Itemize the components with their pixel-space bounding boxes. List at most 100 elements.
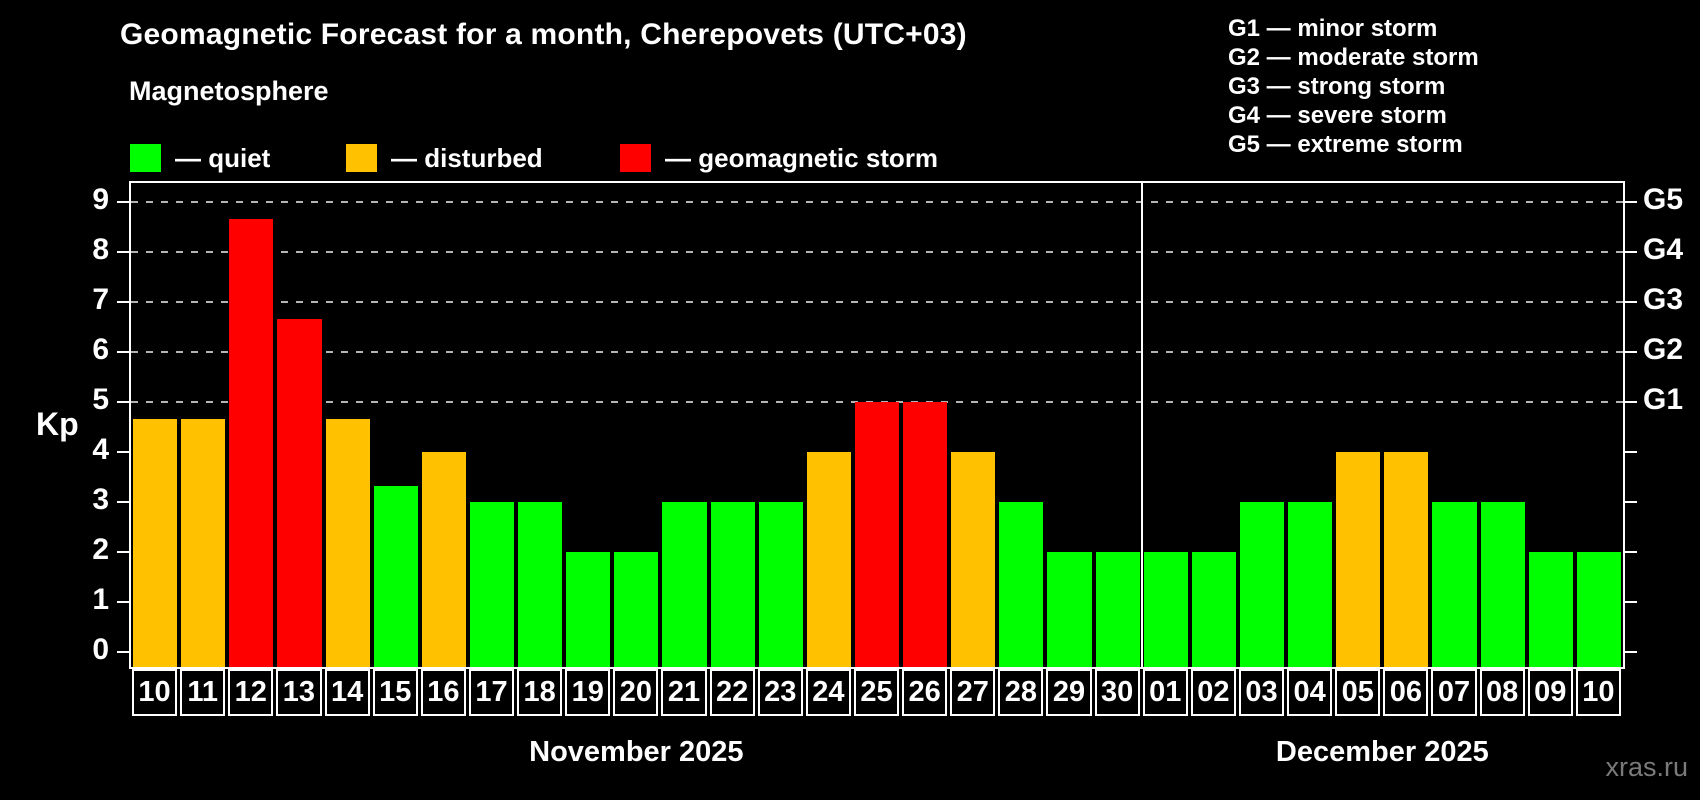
right-axis-tick-9: [1623, 201, 1637, 203]
left-axis-tick-6: [117, 351, 131, 353]
right-axis-tick-3: [1623, 501, 1637, 503]
plot-area: [129, 181, 1625, 669]
legend-label-disturbed: — disturbed: [391, 142, 543, 173]
kp-bar-nov-19: [566, 552, 611, 667]
kp-bar-nov-22: [710, 502, 755, 667]
kp-bar-dec-07: [1432, 502, 1477, 667]
g-legend-item-g1: G1 — minor storm: [1228, 15, 1438, 42]
y-axis-label-6: 6: [92, 333, 109, 366]
quiet-swatch-icon: [130, 144, 161, 172]
y-axis-label-1: 1: [92, 583, 109, 616]
legend-item-disturbed: — disturbed: [346, 143, 543, 173]
kp-bar-nov-17: [469, 502, 515, 667]
day-label-dec-05: 05: [1335, 669, 1381, 716]
day-label-nov-10: 10: [132, 669, 178, 716]
left-axis-tick-3: [117, 501, 131, 503]
day-label-nov-16: 16: [420, 669, 466, 716]
month-separator-line: [1140, 183, 1143, 667]
left-axis-tick-8: [117, 251, 131, 253]
left-axis-tick-9: [117, 201, 131, 203]
legend-label-storm: — geomagnetic storm: [665, 142, 939, 173]
kp-bar-nov-25: [854, 402, 900, 667]
g-legend-item-g5: G5 — extreme storm: [1228, 131, 1463, 158]
kp-bar-nov-12: [229, 218, 274, 667]
kp-bar-nov-18: [518, 502, 563, 667]
y-axis-label-5: 5: [92, 383, 109, 416]
kp-bar-nov-21: [662, 502, 707, 667]
day-label-dec-10: 10: [1575, 669, 1621, 716]
kp-bar-nov-15: [373, 485, 418, 667]
kp-bar-dec-09: [1528, 552, 1573, 667]
right-axis-tick-1: [1623, 601, 1637, 603]
day-label-nov-15: 15: [372, 669, 418, 716]
day-label-nov-18: 18: [517, 669, 563, 716]
day-label-dec-02: 02: [1190, 669, 1236, 716]
kp-bar-nov-30: [1095, 552, 1140, 667]
chart-title: Geomagnetic Forecast for a month, Cherep…: [120, 18, 967, 51]
day-label-nov-25: 25: [853, 669, 900, 716]
g-legend-item-g4: G4 — severe storm: [1228, 102, 1447, 129]
day-label-dec-07: 07: [1431, 669, 1477, 716]
g-legend-item-g3: G3 — strong storm: [1228, 73, 1446, 100]
day-label-nov-30: 30: [1094, 669, 1140, 716]
kp-bar-dec-02: [1191, 552, 1236, 667]
g-scale-label-g5: G5: [1643, 183, 1684, 216]
day-label-dec-08: 08: [1479, 669, 1525, 716]
kp-bar-nov-16: [421, 452, 466, 667]
right-axis-tick-7: [1623, 301, 1637, 303]
day-label-nov-13: 13: [276, 669, 322, 716]
y-axis-label-2: 2: [92, 533, 109, 566]
day-label-dec-01: 01: [1142, 669, 1188, 716]
day-label-nov-17: 17: [468, 669, 515, 716]
legend-label-quiet: — quiet: [175, 142, 271, 173]
day-label-nov-12: 12: [228, 669, 274, 716]
month-label-november: November 2025: [529, 736, 744, 768]
kp-bar-dec-01: [1143, 552, 1188, 667]
kp-bar-nov-29: [1047, 552, 1092, 667]
y-axis-title: Kp: [36, 406, 79, 442]
kp-bar-nov-14: [325, 418, 370, 667]
day-label-nov-27: 27: [950, 669, 996, 716]
day-label-nov-20: 20: [613, 669, 659, 716]
kp-bar-nov-26: [903, 402, 948, 667]
legend-item-quiet: — quiet: [130, 143, 270, 173]
right-axis-tick-4: [1623, 451, 1637, 453]
g-scale-label-g2: G2: [1643, 333, 1684, 366]
day-label-nov-22: 22: [709, 669, 755, 716]
storm-swatch-icon: [620, 144, 651, 172]
g-scale-legend: G1 — minor storm G2 — moderate storm G3 …: [1228, 14, 1479, 159]
day-label-nov-29: 29: [1046, 669, 1092, 716]
day-label-nov-21: 21: [661, 669, 707, 716]
y-axis-label-3: 3: [92, 483, 109, 516]
gridline-kp9: [131, 201, 1623, 203]
y-axis-label-7: 7: [92, 283, 109, 316]
kp-bar-nov-23: [758, 502, 803, 667]
kp-bar-dec-03: [1239, 502, 1285, 667]
kp-bar-nov-20: [614, 552, 659, 667]
y-axis-label-8: 8: [92, 233, 109, 266]
kp-bar-dec-06: [1384, 452, 1429, 667]
gridline-kp6: [131, 351, 1623, 353]
kp-bar-nov-28: [999, 502, 1044, 667]
day-label-nov-28: 28: [998, 669, 1044, 716]
day-label-nov-11: 11: [180, 669, 226, 716]
left-axis-tick-7: [117, 301, 131, 303]
right-axis-tick-6: [1623, 351, 1637, 353]
y-axis-label-9: 9: [92, 183, 109, 216]
gridline-kp8: [131, 251, 1623, 253]
watermark: xras.ru: [1605, 752, 1688, 782]
kp-bar-dec-10: [1576, 552, 1621, 667]
month-label-december: December 2025: [1275, 736, 1489, 768]
day-label-dec-06: 06: [1383, 669, 1429, 716]
kp-bar-nov-27: [951, 452, 996, 667]
kp-bar-dec-08: [1480, 502, 1525, 667]
kp-bar-nov-13: [277, 318, 322, 667]
y-axis-label-0: 0: [92, 633, 109, 666]
right-axis-tick-5: [1623, 401, 1637, 403]
left-axis-tick-0: [117, 651, 131, 653]
right-axis-tick-8: [1623, 251, 1637, 253]
day-label-nov-26: 26: [902, 669, 948, 716]
day-label-dec-04: 04: [1287, 669, 1333, 716]
day-label-dec-03: 03: [1238, 669, 1285, 716]
chart-subtitle: Magnetosphere: [129, 76, 329, 106]
